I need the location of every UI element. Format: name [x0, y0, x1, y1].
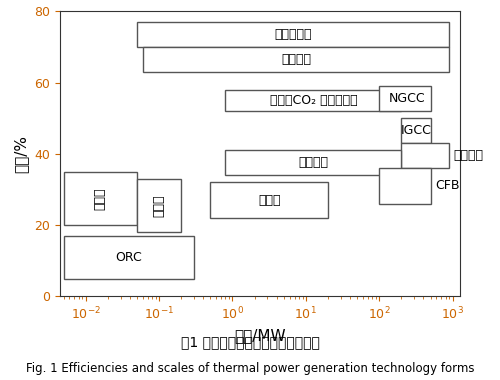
Text: 热电联产: 热电联产 [281, 53, 311, 66]
Text: CFB: CFB [435, 179, 460, 192]
Bar [402, 143, 450, 168]
Y-axis label: 效率/%: 效率/% [14, 135, 28, 173]
Bar [380, 168, 430, 204]
Bar [137, 179, 181, 232]
Text: IGCC: IGCC [400, 124, 432, 137]
Bar [210, 182, 328, 218]
Text: 燃气轮机: 燃气轮机 [298, 156, 328, 169]
Bar [380, 86, 430, 111]
Text: 内燃机: 内燃机 [258, 194, 280, 207]
Text: 微燃机: 微燃机 [152, 194, 166, 217]
Bar [402, 118, 430, 143]
Text: 常规燃煤: 常规燃煤 [454, 149, 484, 162]
Text: 图1 火力发电技术形式的效率与规模: 图1 火力发电技术形式的效率与规模 [180, 335, 320, 349]
Bar [64, 172, 137, 225]
Bar [226, 90, 402, 111]
Text: 斯特林: 斯特林 [94, 187, 107, 210]
Text: 超临界CO₂ 布雷顿循环: 超临界CO₂ 布雷顿循环 [270, 94, 357, 107]
Bar [226, 150, 402, 175]
Text: Fig. 1 Efficiencies and scales of thermal power generation technology forms: Fig. 1 Efficiencies and scales of therma… [26, 362, 474, 375]
Bar [64, 236, 194, 279]
X-axis label: 规模/MW: 规模/MW [234, 328, 286, 343]
Bar [143, 47, 450, 72]
Bar [137, 22, 450, 47]
Text: NGCC: NGCC [389, 92, 426, 105]
Text: ORC: ORC [116, 251, 142, 264]
Text: 冷热电联产: 冷热电联产 [274, 28, 312, 41]
